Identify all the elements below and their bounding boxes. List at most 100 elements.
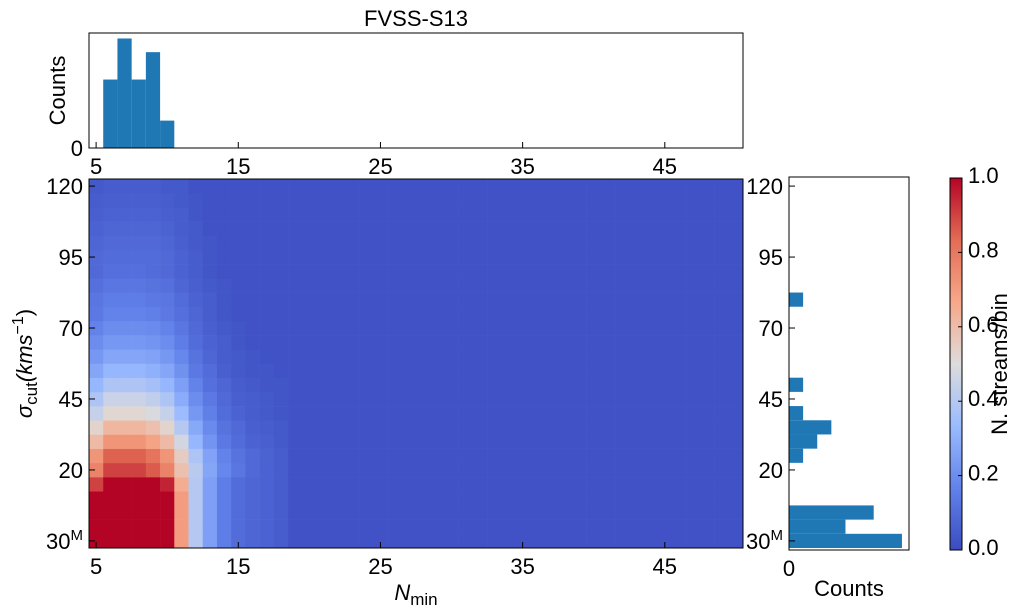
heatmap-cell [615, 391, 630, 407]
heatmap-cell [714, 221, 730, 237]
heatmap-cell [117, 406, 132, 421]
heatmap-cell [515, 406, 531, 421]
heatmap-cell [416, 406, 431, 421]
heatmap-cell [472, 448, 488, 464]
heatmap-cell [145, 179, 161, 194]
heatmap-cell [629, 491, 644, 506]
heatmap-cell [103, 448, 118, 464]
heatmap-cell [89, 434, 104, 449]
heatmap-cell [145, 491, 161, 506]
heatmap-cell [288, 264, 303, 279]
heatmap-cell [501, 335, 516, 350]
heatmap-cell [145, 363, 161, 378]
heatmap-cell [401, 306, 417, 322]
heatmap-cell [458, 533, 474, 549]
heatmap-cell [330, 448, 346, 464]
heatmap-cell [586, 519, 602, 535]
y-tick-label: 20 [59, 458, 83, 483]
heatmap-cell [515, 491, 531, 506]
heatmap-cell [245, 434, 260, 449]
heatmap-cell [600, 363, 616, 378]
heatmap-cell [416, 448, 431, 464]
heatmap-cell [273, 391, 289, 407]
heatmap-cell [515, 391, 531, 407]
heatmap-cell [288, 477, 303, 492]
heatmap-cell [671, 292, 687, 308]
heatmap-cell [543, 434, 559, 449]
heatmap-cell [89, 533, 104, 549]
heatmap-cell [600, 278, 616, 293]
heatmap-cell [671, 264, 687, 279]
heatmap-cell [543, 491, 559, 506]
heatmap-cell [259, 179, 275, 194]
heatmap-cell [700, 363, 715, 378]
heatmap-cell [572, 519, 587, 535]
heatmap-cell [231, 235, 246, 251]
heatmap-cell [529, 391, 545, 407]
heatmap-cell [359, 434, 374, 449]
heatmap-cell [188, 491, 204, 506]
frame [788, 176, 910, 551]
heatmap-cell [330, 235, 346, 251]
heatmap-cell [444, 448, 459, 464]
heatmap-cell [714, 533, 730, 549]
heatmap-cell [216, 221, 232, 237]
heatmap-cell [572, 264, 587, 279]
colorbar-tick-label: 0.4 [968, 386, 999, 411]
heatmap-cell [202, 349, 218, 364]
heatmap-cell [131, 278, 147, 293]
heatmap-cell [174, 477, 189, 492]
heatmap-cell [671, 448, 687, 464]
heatmap-cell [373, 278, 388, 293]
heatmap-cell [600, 391, 616, 407]
heatmap-cell [586, 434, 602, 449]
heatmap-cell [245, 477, 260, 492]
heatmap-cell [373, 406, 388, 421]
heatmap-cell [714, 249, 730, 265]
heatmap-cell [430, 335, 445, 350]
y-tick-label: 70 [759, 316, 783, 341]
heatmap-cell [117, 434, 132, 449]
heatmap-cell [231, 306, 246, 322]
heatmap-cell [643, 235, 658, 251]
heatmap-cell [543, 292, 559, 308]
heatmap-cell [615, 221, 630, 237]
heatmap-cell [643, 420, 658, 435]
heatmap-cell [131, 391, 147, 407]
heatmap-cell [273, 533, 289, 549]
heatmap-cell [615, 335, 630, 350]
heatmap-cell [387, 292, 403, 308]
heatmap-cell [330, 264, 346, 279]
heatmap-cell [472, 491, 488, 506]
heatmap-cell [515, 505, 531, 520]
heatmap-cell [259, 264, 275, 279]
heatmap-cell [572, 533, 587, 549]
heatmap-cell [373, 363, 388, 378]
heatmap-cell [401, 505, 417, 520]
heatmap-cell [600, 491, 616, 506]
heatmap-cell [174, 193, 189, 208]
heatmap-cell [259, 406, 275, 421]
heatmap-cell [259, 278, 275, 293]
heatmap-cell [387, 434, 403, 449]
heatmap-cell [472, 462, 488, 478]
heatmap-cell [501, 221, 516, 237]
heatmap-cell [344, 349, 360, 364]
heatmap-cell [344, 306, 360, 322]
heatmap-cell [728, 491, 744, 506]
heatmap-cell [558, 335, 573, 350]
heatmap-cell [89, 505, 104, 520]
heatmap-cell [629, 221, 644, 237]
heatmap-cell [472, 335, 488, 350]
heatmap-cell [686, 264, 701, 279]
heatmap-cell [117, 306, 132, 322]
heatmap-cell [472, 320, 488, 336]
heatmap-cell [416, 207, 431, 222]
heatmap-cell [401, 420, 417, 435]
bar [789, 519, 846, 534]
heatmap-cell [444, 363, 459, 378]
heatmap-cell [629, 363, 644, 378]
heatmap-cell [373, 264, 388, 279]
heatmap-cell [117, 377, 132, 393]
heatmap-cell [359, 505, 374, 520]
